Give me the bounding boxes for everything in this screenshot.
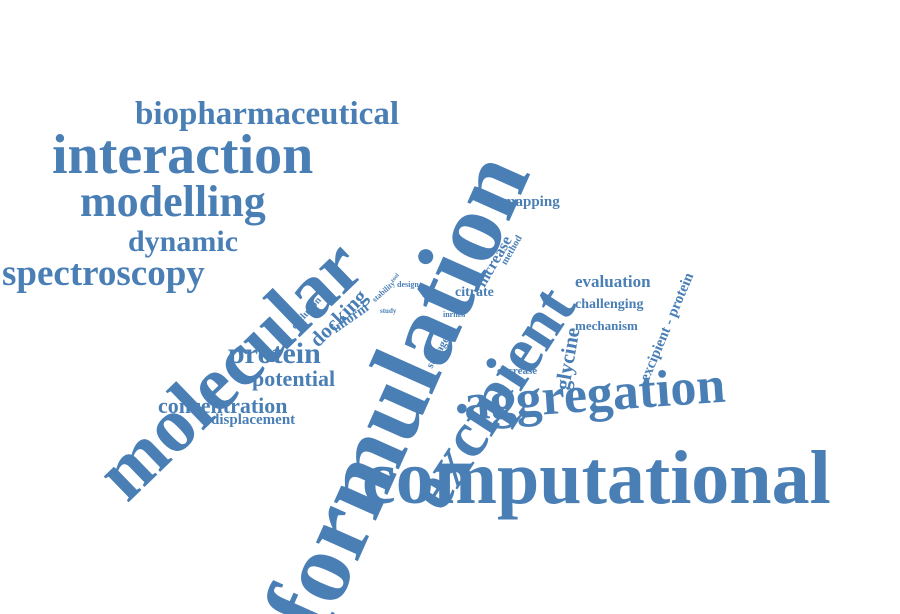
word-evaluation: evaluation xyxy=(575,272,651,291)
word-biopharmaceutical: biopharmaceutical xyxy=(135,96,399,132)
word-study: study xyxy=(380,307,397,315)
word-decrease: decrease xyxy=(497,365,538,377)
word-computational: computational xyxy=(362,436,831,520)
word-mechanism: mechanism xyxy=(575,318,638,333)
word-challenging: challenging xyxy=(575,297,644,312)
word-concentration: concentration xyxy=(158,393,288,418)
word-design: design xyxy=(397,280,419,289)
word-interaction: interaction xyxy=(52,124,314,186)
word-modelling: modelling xyxy=(80,177,266,226)
word-inrmsf: inrmsf xyxy=(443,310,466,319)
word-citrate: citrate xyxy=(455,285,494,300)
word-dynamic: dynamic xyxy=(128,225,239,258)
word-potential: potential xyxy=(252,366,336,391)
word-insight: insight xyxy=(443,300,470,310)
word-protein: protein xyxy=(228,337,321,370)
word-spectroscopy: spectroscopy xyxy=(2,253,205,294)
word-mapping: mapping xyxy=(503,194,560,210)
word-displacement: displacement xyxy=(211,412,296,428)
